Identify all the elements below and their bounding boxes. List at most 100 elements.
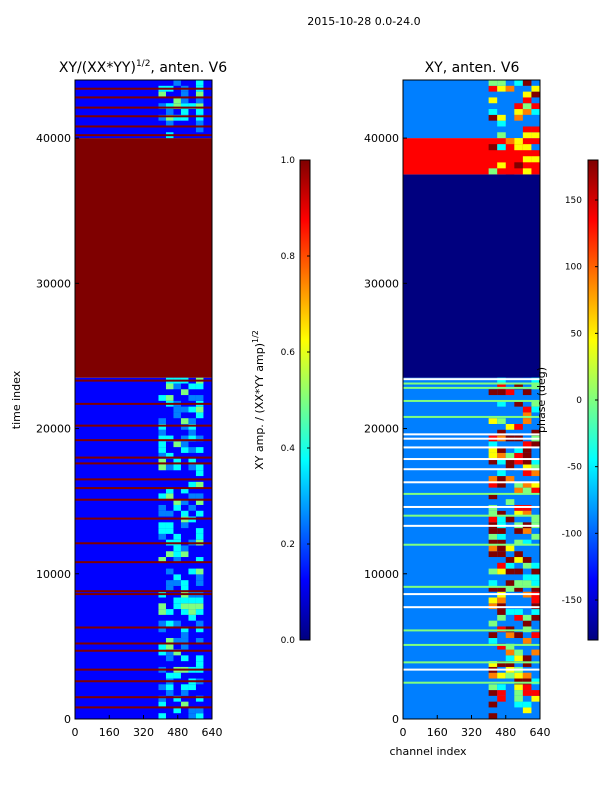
amplitude-texture-cell: [158, 609, 166, 615]
phase-texture-cell: [514, 649, 523, 656]
amplitude-stripe: [75, 561, 212, 564]
phase-texture-cell: [522, 528, 532, 534]
phase-stripe: [403, 415, 540, 418]
amplitude-texture-cell: [195, 620, 204, 627]
phase-texture-cell: [497, 585, 506, 592]
phase-texture-cell: [488, 690, 498, 696]
phase-x-axis-label: channel index: [389, 745, 467, 758]
phase-texture-cell: [514, 109, 523, 115]
phase-colorbar-tick-label: -50: [567, 463, 582, 473]
phase-texture-cell: [505, 649, 515, 656]
amplitude-texture-cell: [165, 638, 174, 644]
amplitude-texture-cell: [165, 568, 174, 575]
amplitude-x-tick-label: 480: [167, 726, 188, 739]
amplitude-texture-cell: [195, 603, 204, 610]
amplitude-texture-cell: [195, 713, 204, 719]
phase-texture-cell: [531, 632, 540, 639]
amplitude-texture-cell: [188, 418, 196, 424]
phase-texture-cell: [531, 620, 540, 627]
phase-texture-cell: [514, 144, 523, 151]
phase-texture-cell: [505, 585, 515, 592]
amplitude-y-tick-label: 10000: [36, 568, 71, 581]
phase-stripe: [403, 386, 540, 389]
amplitude-stripe: [75, 696, 212, 699]
amplitude-texture-cell: [173, 707, 181, 714]
amplitude-texture-cell: [195, 120, 204, 127]
amplitude-texture-cell: [173, 504, 181, 511]
amplitude-texture-cell: [165, 643, 174, 650]
amplitude-x-tick-label: 640: [202, 726, 223, 739]
phase-texture-cell: [522, 580, 532, 586]
amplitude-texture-cell: [180, 643, 189, 650]
amplitude-colorbar-label: XY amp. / (XX*YY amp)1/2: [251, 330, 266, 470]
phase-texture-cell: [522, 418, 532, 424]
phase-texture-cell: [488, 580, 498, 586]
phase-texture-cell: [522, 562, 532, 569]
phase-texture-cell: [497, 144, 506, 151]
amplitude-stripe: [75, 462, 212, 465]
phase-texture-cell: [522, 614, 532, 621]
amplitude-texture-cell: [195, 470, 204, 477]
phase-texture-cell: [505, 499, 515, 505]
phase-texture-cell: [488, 493, 498, 500]
amplitude-texture-cell: [158, 458, 166, 465]
phase-texture-cell: [522, 464, 532, 471]
amplitude-texture-cell: [158, 464, 166, 471]
amplitude-texture-cell: [158, 452, 166, 459]
phase-texture-cell: [505, 156, 515, 163]
amplitude-texture-cell: [195, 109, 204, 115]
phase-texture-cell: [522, 672, 532, 679]
phase-texture-cell: [505, 643, 515, 650]
phase-stripe: [403, 629, 540, 632]
amplitude-x-ticks: 0 160 320 480 640: [72, 715, 223, 739]
amplitude-texture-cell: [165, 585, 174, 592]
phase-texture-cell: [488, 684, 498, 691]
phase-texture-cell: [514, 655, 523, 662]
amplitude-texture-cell: [173, 695, 181, 702]
phase-region-1: [403, 174, 540, 378]
phase-texture-cell: [522, 447, 532, 453]
phase-texture-cell: [505, 574, 515, 581]
phase-panel: XY, anten. V6 0 160 320 480 640 0 10000 20000 3…: [364, 60, 551, 758]
phase-texture-cell: [522, 156, 532, 163]
phase-texture-cell: [522, 487, 532, 494]
amplitude-texture-cell: [173, 545, 181, 552]
amplitude-texture-cell: [188, 103, 196, 110]
amplitude-texture-cell: [158, 557, 166, 563]
amplitude-texture-cell: [188, 458, 196, 465]
amplitude-texture-cell: [165, 672, 174, 679]
phase-texture-cell: [522, 377, 532, 384]
phase-stripe: [403, 492, 540, 495]
amplitude-texture-cell: [180, 91, 189, 98]
amplitude-texture-cell: [180, 638, 189, 644]
phase-colorbar-tick-label: -100: [562, 529, 583, 539]
amplitude-texture-cell: [180, 701, 189, 708]
amplitude-stripe: [75, 668, 212, 671]
phase-texture-cell: [488, 114, 498, 121]
phase-texture-cell: [488, 476, 498, 482]
phase-texture-cell: [488, 447, 498, 453]
amplitude-texture-cell: [195, 383, 204, 390]
phase-colorbar: -150 -100 -50 0 50 100 150 phase (deg): [535, 159, 599, 641]
amplitude-texture-cell: [165, 510, 174, 517]
amplitude-stripe: [75, 424, 212, 427]
amplitude-texture-cell: [158, 114, 166, 121]
phase-texture-cell: [488, 97, 498, 104]
phase-texture-cell: [497, 528, 506, 534]
amplitude-x-tick-label: 160: [99, 726, 120, 739]
phase-texture-cell: [514, 690, 523, 696]
amplitude-colorbar-tick-label: 1.0: [281, 156, 296, 166]
amplitude-texture-cell: [195, 114, 204, 121]
phase-texture-cell: [531, 406, 540, 413]
amplitude-texture-cell: [195, 695, 204, 702]
amplitude-texture-cell: [180, 499, 189, 505]
phase-heatmap: [403, 80, 540, 719]
amplitude-texture-cell: [195, 395, 204, 401]
phase-texture-cell: [497, 695, 506, 702]
phase-texture-cell: [522, 470, 532, 477]
phase-texture-cell: [531, 562, 540, 569]
amplitude-texture-cell: [158, 429, 166, 436]
phase-y-tick-label: 10000: [364, 568, 399, 581]
amplitude-texture-cell: [188, 568, 196, 575]
amplitude-texture-cell: [158, 643, 166, 650]
